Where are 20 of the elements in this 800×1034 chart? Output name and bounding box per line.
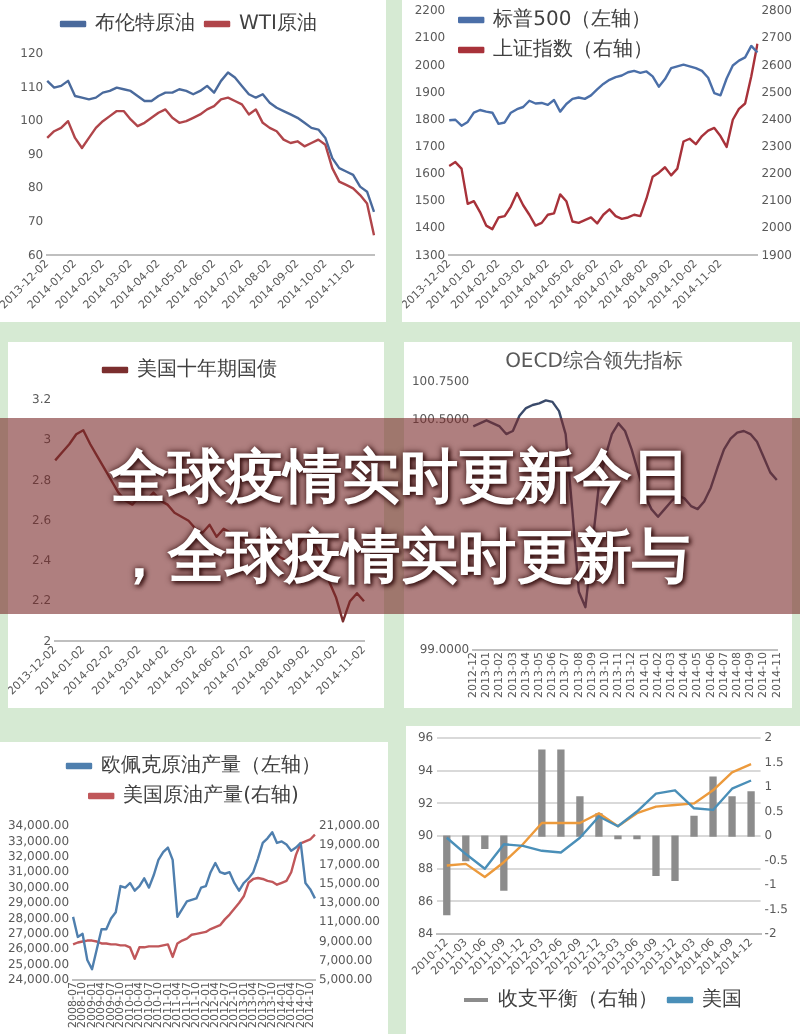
bar (576, 796, 584, 837)
legend-label: 上证指数（右轴） (493, 37, 654, 62)
bar (557, 749, 565, 837)
bar (671, 835, 679, 881)
bar (728, 796, 736, 837)
legend-label: 布伦特原油 (95, 11, 196, 36)
legend-label: 收支平衡（右轴） (498, 987, 658, 1012)
legend-label: 美国十年期国债 (137, 357, 277, 382)
legend-label: 标普500（左轴） (491, 7, 652, 32)
bar (690, 815, 698, 837)
bar (747, 791, 755, 837)
legend-label: 美国原油产量(右轴) (123, 783, 299, 808)
legend-label: WTI原油 (239, 11, 317, 36)
chart-title: OECD综合领先指标 (505, 349, 683, 374)
bar (652, 835, 660, 876)
bar (481, 835, 489, 849)
bar (538, 749, 546, 837)
legend-label: 美国 (702, 987, 742, 1012)
bar (443, 835, 451, 916)
legend-label: 欧佩克原油产量（左轴） (101, 753, 321, 778)
